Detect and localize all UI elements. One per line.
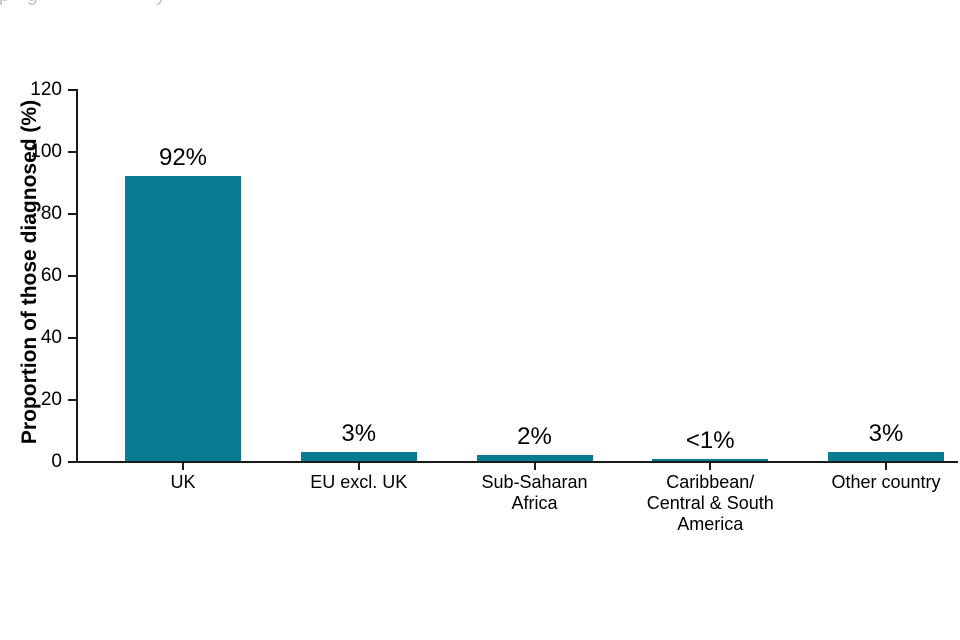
x-category-label-eu-excl-uk: EU excl. UK: [310, 472, 408, 492]
bar-value-label-caribbean-central-south-america: <1%: [685, 427, 735, 454]
x-axis-line: [76, 461, 958, 463]
bar-value-label-uk: 92%: [158, 144, 208, 171]
y-tick-mark: [68, 275, 76, 277]
y-tick-label: 80: [40, 203, 62, 224]
x-category-label-uk: UK: [170, 472, 196, 492]
y-tick-label: 40: [40, 327, 62, 348]
y-tick-mark: [68, 337, 76, 339]
x-tick-mark: [709, 463, 712, 470]
bar-value-label-other-country: 3%: [868, 420, 904, 447]
y-tick-label: 100: [30, 141, 62, 162]
y-tick-label: 120: [30, 79, 62, 100]
y-tick-mark: [68, 399, 76, 401]
bar-sub-saharan-africa: [476, 455, 593, 461]
y-axis-line: [76, 89, 78, 463]
bar-value-label-sub-saharan-africa: 2%: [517, 423, 552, 450]
bar-uk: [125, 176, 241, 461]
y-tick-label: 60: [40, 265, 62, 286]
cropped-glyph: p: [0, 0, 10, 5]
bar-value-label-eu-excl-uk: 3%: [341, 420, 377, 447]
x-category-label-sub-saharan-africa: Sub-Saharan Africa: [481, 472, 588, 513]
cropped-glyph: y: [156, 0, 166, 5]
bar-other-country: [828, 452, 944, 461]
cropped-text-line: p g y: [0, 0, 260, 7]
x-category-label-other-country: Other country: [831, 472, 941, 492]
y-tick-mark: [68, 213, 76, 215]
cropped-glyph: g: [27, 0, 38, 5]
y-tick-mark: [68, 461, 76, 463]
x-tick-mark: [885, 463, 887, 470]
y-tick-mark: [68, 89, 76, 91]
x-tick-mark: [182, 463, 184, 470]
bar-eu-excl-uk: [300, 452, 417, 461]
x-category-label-caribbean-central-south-america: Caribbean/ Central & South America: [646, 472, 774, 534]
x-tick-mark: [357, 463, 360, 470]
x-tick-mark: [533, 463, 536, 470]
y-tick-label: 0: [51, 451, 62, 472]
y-tick-label: 20: [40, 389, 62, 410]
y-tick-mark: [68, 151, 76, 153]
bar-caribbean-central-south-america: [652, 459, 769, 461]
